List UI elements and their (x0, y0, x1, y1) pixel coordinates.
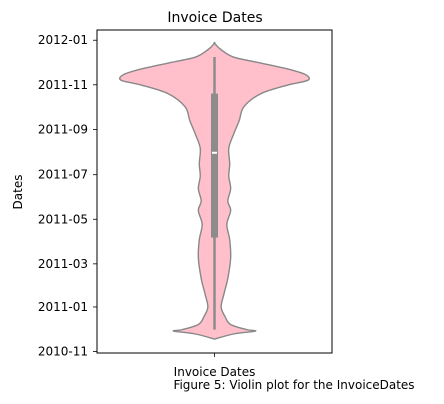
y-axis: 2010-11 2011-01 2011-03 2011-05 2011-07 2011-… (38, 33, 97, 359)
y-tick-label: 2010-11 (38, 345, 88, 359)
x-axis: Invoice Dates (174, 353, 256, 379)
y-tick-label: 2012-01 (38, 33, 88, 47)
y-tick-label: 2011-03 (38, 257, 88, 271)
y-tick-label: 2011-07 (38, 168, 88, 182)
violin-layer (119, 41, 310, 340)
y-tick-label: 2011-01 (38, 300, 88, 314)
x-tick-label: Invoice Dates (174, 365, 256, 379)
chart-title: Invoice Dates (167, 10, 262, 26)
figure-caption: Figure 5: Violin plot for the InvoiceDat… (173, 378, 414, 392)
iqr-box (211, 93, 218, 238)
y-tick-label: 2011-09 (38, 122, 88, 136)
y-tick-label: 2011-05 (38, 212, 88, 226)
y-tick-label: 2011-11 (38, 78, 88, 92)
y-axis-label: Dates (11, 175, 25, 210)
